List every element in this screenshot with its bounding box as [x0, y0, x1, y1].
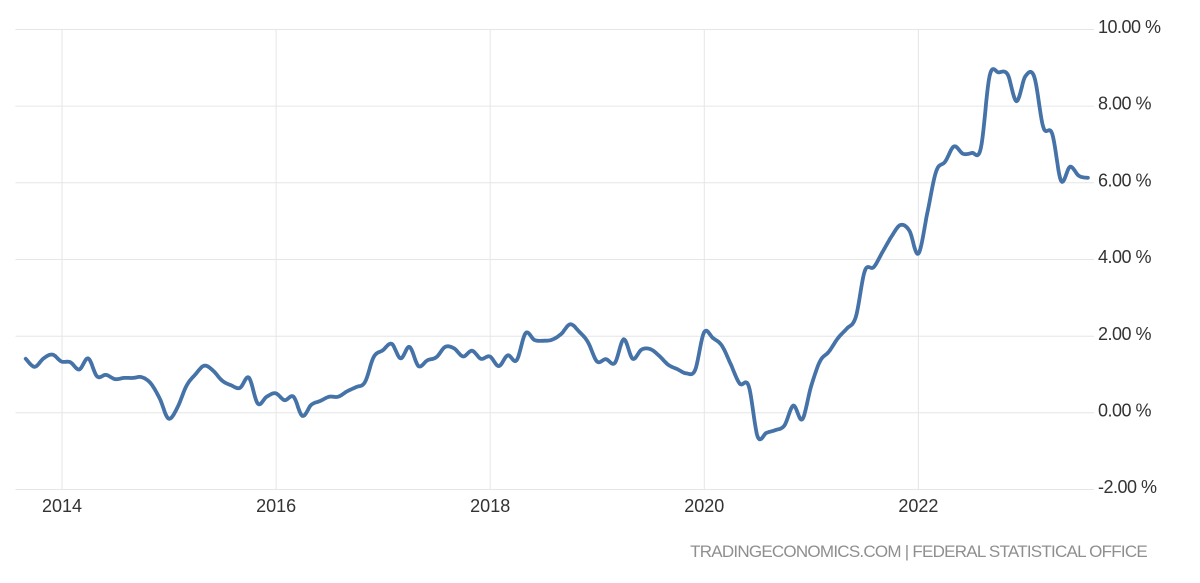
svg-text:2014: 2014	[42, 496, 82, 516]
svg-text:2.00 %: 2.00 %	[1098, 324, 1152, 344]
svg-text:0.00 %: 0.00 %	[1098, 400, 1152, 420]
svg-text:4.00 %: 4.00 %	[1098, 247, 1152, 267]
svg-text:8.00 %: 8.00 %	[1098, 94, 1152, 114]
svg-text:TRADINGECONOMICS.COM | FEDERAL: TRADINGECONOMICS.COM | FEDERAL STATISTIC…	[690, 542, 1147, 561]
svg-text:-2.00 %: -2.00 %	[1098, 477, 1157, 497]
svg-text:2020: 2020	[684, 496, 724, 516]
svg-text:2018: 2018	[470, 496, 510, 516]
svg-text:6.00 %: 6.00 %	[1098, 170, 1152, 190]
svg-text:2022: 2022	[898, 496, 938, 516]
svg-text:10.00 %: 10.00 %	[1098, 17, 1161, 37]
svg-text:2016: 2016	[256, 496, 296, 516]
